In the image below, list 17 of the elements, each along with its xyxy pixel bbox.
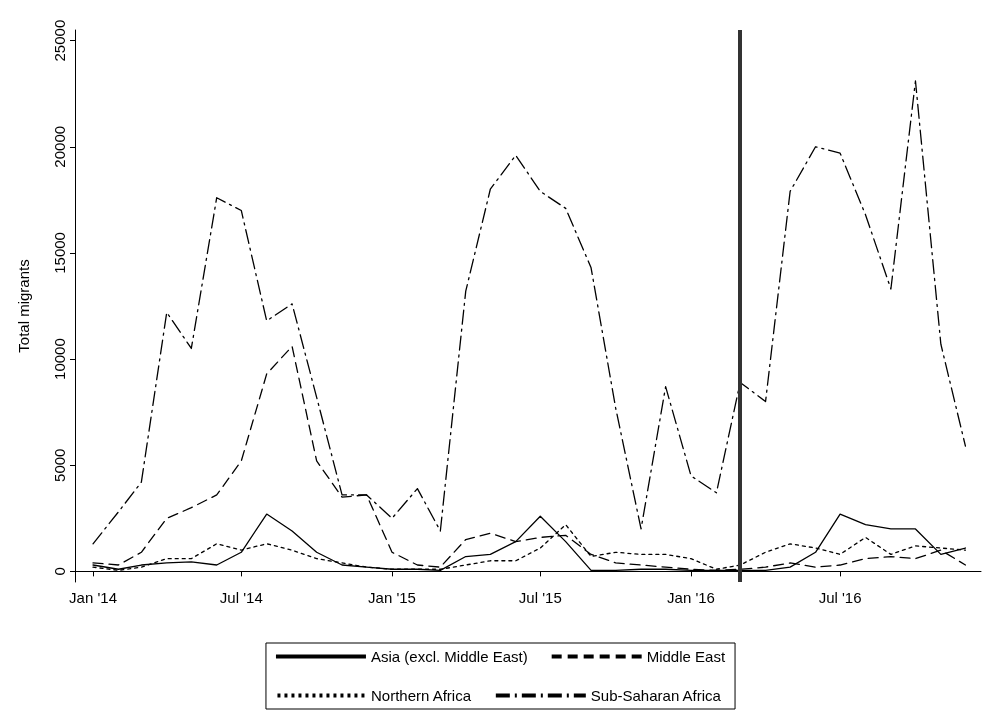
y-tick-label: 10000 <box>51 338 68 380</box>
y-tick-label: 20000 <box>51 125 68 168</box>
y-axis-title: Total migrants <box>15 259 32 353</box>
x-tick-label: Jan '16 <box>667 589 715 606</box>
legend-label: Sub-Saharan Africa <box>590 687 722 704</box>
legend-label: Asia (excl. Middle East) <box>370 648 528 665</box>
x-tick-label: Jan '15 <box>368 589 416 606</box>
legend-label: Middle East <box>646 648 726 665</box>
y-tick-label: 25000 <box>51 19 68 62</box>
x-tick-label: Jul '14 <box>219 589 263 606</box>
y-tick-label: 0 <box>51 567 68 576</box>
x-tick-label: Jul '15 <box>518 589 562 606</box>
y-tick-label: 5000 <box>51 448 68 482</box>
x-tick-label: Jul '16 <box>818 589 862 606</box>
x-tick-label: Jan '14 <box>69 589 117 606</box>
legend-label: Northern Africa <box>370 687 472 704</box>
y-tick-label: 15000 <box>51 232 68 274</box>
